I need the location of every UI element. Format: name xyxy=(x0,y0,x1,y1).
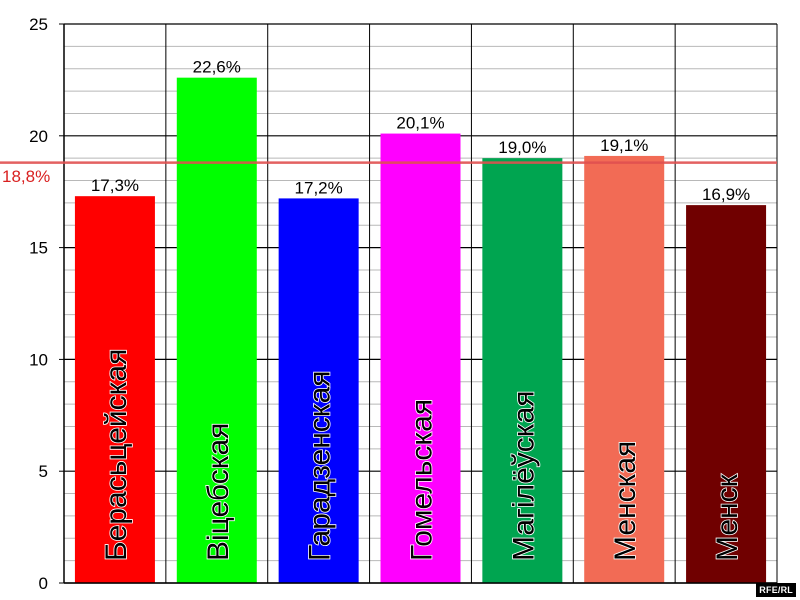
bar-7 xyxy=(686,205,767,583)
axes: 0 5 10 15 20 25 xyxy=(29,15,777,593)
category-label: Гомельская xyxy=(406,399,439,561)
bar-value-label: 19,0% xyxy=(498,138,546,157)
source-credit: RFE/RL xyxy=(756,583,796,597)
reference-line-label: 18,8% xyxy=(2,167,51,186)
bar-value-label: 20,1% xyxy=(396,114,444,133)
y-tick-label: 25 xyxy=(29,15,48,34)
y-tick-label: 5 xyxy=(39,462,48,481)
category-label: Менская xyxy=(609,441,642,561)
category-label: Віцебская xyxy=(202,423,235,561)
bar-value-label: 22,6% xyxy=(193,58,241,77)
category-label: Гарадзенская xyxy=(304,370,337,561)
category-label: Берасьцейская xyxy=(100,349,133,561)
bar-value-label: 17,3% xyxy=(91,176,139,195)
bar-3 xyxy=(278,198,359,583)
y-tick-label: 0 xyxy=(39,574,48,593)
y-tick-label: 20 xyxy=(29,127,48,146)
category-label: Менск xyxy=(711,473,744,561)
y-tick-label: 10 xyxy=(29,350,48,369)
value-labels: 17,3% 22,6% 17,2% 20,1% 19,0% 19,1% 16,9% xyxy=(91,58,750,204)
bar-1 xyxy=(74,196,155,583)
bar-4 xyxy=(380,133,461,583)
y-tick-label: 15 xyxy=(29,239,48,258)
category-labels: Берасьцейская Віцебская Гарадзенская Гомель… xyxy=(99,348,745,562)
bar-6 xyxy=(584,155,665,583)
category-label: Магілёўская xyxy=(507,390,540,561)
bar-value-label: 16,9% xyxy=(702,185,750,204)
bar-value-label: 17,2% xyxy=(295,178,343,197)
bar-5 xyxy=(482,158,563,583)
bar-value-label: 19,1% xyxy=(600,136,648,155)
